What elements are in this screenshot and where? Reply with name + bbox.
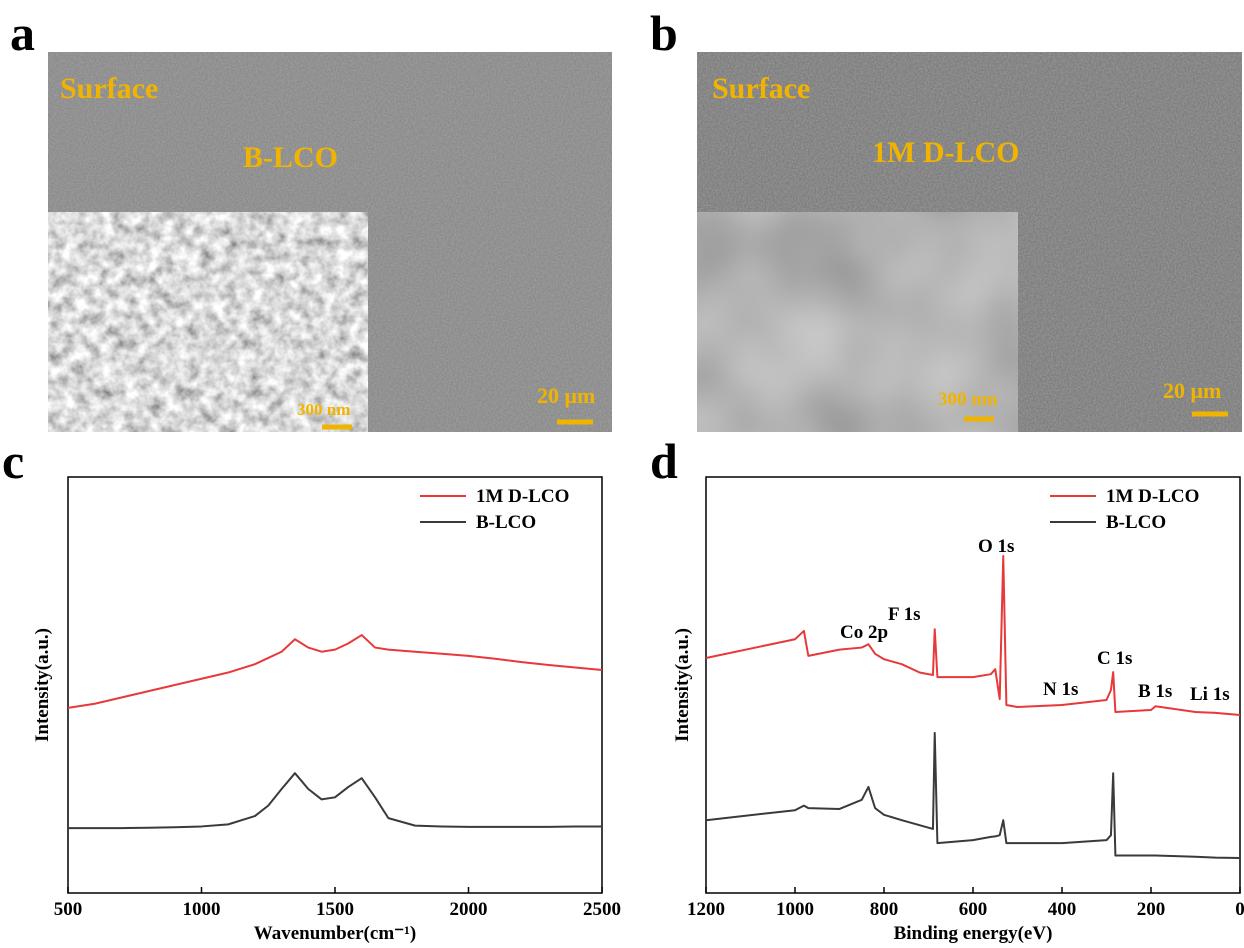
series-line [68, 773, 602, 828]
scale-label: 20 μm [1163, 378, 1221, 403]
peak-label: Li 1s [1190, 684, 1230, 705]
surface-label: Surface [712, 72, 810, 105]
legend-label: 1M D-LCO [1106, 486, 1199, 507]
x-tick-label: 600 [959, 899, 988, 920]
x-tick-label: 400 [1048, 899, 1077, 920]
x-tick-label: 500 [54, 899, 83, 920]
sem-inset [48, 212, 368, 432]
legend-label: B-LCO [1106, 512, 1166, 533]
panel-letter: d [650, 433, 678, 489]
x-axis-label: Wavenumber(cm⁻¹) [254, 923, 416, 943]
x-tick-label: 800 [870, 899, 899, 920]
series-line [68, 635, 602, 708]
legend-label: 1M D-LCO [476, 486, 569, 507]
sample-label: 1M D-LCO [872, 136, 1019, 169]
y-axis-label: Intensity(a.u.) [32, 628, 53, 742]
scale-label: 20 μm [537, 383, 595, 408]
figure: a Surface B-LCO 300 nm 20 μm b Surface 1… [0, 0, 1244, 943]
x-tick-label: 2000 [450, 899, 488, 920]
x-tick-label: 1000 [776, 899, 814, 920]
inset-scale: 300 nm [297, 400, 350, 419]
peak-label: B 1s [1138, 681, 1172, 702]
x-tick-label: 200 [1137, 899, 1166, 920]
legend-label: B-LCO [476, 512, 536, 533]
x-axis-label: Binding energy(eV) [894, 923, 1053, 943]
panel-letter: a [10, 5, 35, 61]
sample-label: B-LCO [243, 141, 338, 174]
panel-letter: c [2, 433, 24, 489]
inset-scale: 300 nm [938, 389, 998, 410]
plot-frame [68, 477, 602, 893]
peak-label: O 1s [978, 536, 1014, 557]
peak-label: N 1s [1043, 679, 1078, 700]
panel-letter: b [650, 5, 678, 61]
peak-label: Co 2p [840, 622, 888, 643]
series-line [706, 733, 1240, 858]
peak-label: C 1s [1097, 648, 1132, 669]
x-tick-label: 1000 [183, 899, 221, 920]
x-tick-label: 0 [1235, 899, 1244, 920]
surface-label: Surface [60, 72, 158, 105]
x-tick-label: 1500 [316, 899, 354, 920]
panel-b: b Surface 1M D-LCO 300 nm 20 μm [650, 5, 1242, 432]
x-tick-label: 2500 [583, 899, 621, 920]
x-tick-label: 1200 [687, 899, 725, 920]
panel-a: a Surface B-LCO 300 nm 20 μm [10, 5, 612, 432]
y-axis-label: Intensity(a.u.) [672, 628, 693, 742]
peak-label: F 1s [888, 604, 921, 625]
